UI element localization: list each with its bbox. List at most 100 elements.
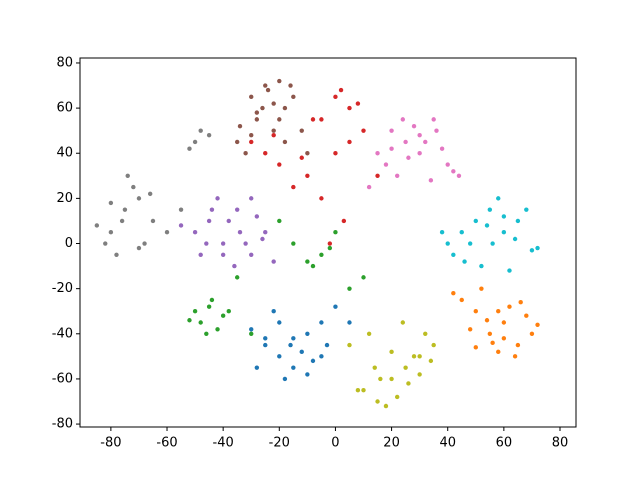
scatter-point <box>136 245 142 251</box>
scatter-point <box>119 218 125 224</box>
scatter-point <box>479 286 484 291</box>
scatter-point <box>305 259 310 264</box>
scatter-point <box>271 128 276 133</box>
scatter-point <box>103 241 108 246</box>
scatter-point <box>263 230 268 235</box>
scatter-point <box>277 162 282 167</box>
scatter-point <box>366 184 372 190</box>
scatter-point <box>271 132 276 138</box>
scatter-point <box>243 151 248 156</box>
scatter-point <box>319 354 324 359</box>
scatter-point <box>333 151 338 156</box>
x-tick-label: 0 <box>331 436 339 451</box>
x-tick-label: 20 <box>383 436 400 451</box>
scatter-point <box>305 372 310 377</box>
scatter-point <box>375 173 380 179</box>
scatter-point <box>234 275 240 280</box>
scatter-point <box>417 372 422 377</box>
scatter-point <box>198 320 203 325</box>
scatter-point <box>389 349 394 355</box>
scatter-point <box>417 354 422 359</box>
scatter-point <box>319 196 324 201</box>
scatter-point <box>347 139 352 145</box>
scatter-point <box>479 263 484 269</box>
scatter-point <box>150 218 156 224</box>
y-tick-label: 60 <box>56 101 73 116</box>
scatter-point <box>473 345 478 350</box>
scatter-point <box>417 132 422 138</box>
scatter-point <box>209 207 215 212</box>
scatter-point <box>459 297 464 303</box>
scatter-point <box>417 151 422 156</box>
scatter-point <box>490 340 495 346</box>
scatter-point <box>501 230 507 235</box>
scatter-point <box>220 252 226 257</box>
scatter-point <box>347 342 352 348</box>
scatter-point <box>254 214 260 219</box>
scatter-point <box>192 230 198 235</box>
scatter-point <box>220 313 226 318</box>
scatter-point <box>232 263 237 269</box>
scatter-point <box>108 230 114 235</box>
scatter-point <box>243 241 248 246</box>
scatter-point <box>142 241 147 246</box>
scatter-point <box>333 94 338 100</box>
scatter-point <box>226 309 231 314</box>
scatter-point <box>496 196 501 201</box>
scatter-point <box>299 128 304 133</box>
scatter-point <box>291 184 296 190</box>
scatter-point <box>249 196 254 201</box>
scatter-point <box>389 146 394 151</box>
scatter-point <box>341 218 347 224</box>
x-tick-label: -60 <box>156 436 177 451</box>
scatter-point <box>271 259 276 264</box>
scatter-point <box>226 218 231 224</box>
scatter-point <box>501 320 507 325</box>
scatter-point <box>192 309 198 314</box>
scatter-point <box>220 241 226 246</box>
scatter-point <box>265 87 271 93</box>
x-tick-label: 60 <box>496 436 513 451</box>
scatter-point <box>282 105 288 111</box>
scatter-point <box>383 162 389 167</box>
scatter-point <box>456 173 462 179</box>
scatter-point <box>406 155 411 160</box>
scatter-point <box>204 241 209 246</box>
scatter-point <box>361 128 366 133</box>
scatter-point <box>394 394 400 400</box>
x-tick-label: 80 <box>552 436 569 451</box>
scatter-point <box>288 342 293 348</box>
scatter-point <box>361 275 366 280</box>
scatter-point <box>375 399 380 404</box>
scatter-point <box>254 110 260 115</box>
scatter-point <box>487 207 493 212</box>
scatter-point <box>451 252 456 257</box>
scatter-point <box>310 117 316 122</box>
scatter-point <box>361 388 366 393</box>
scatter-point <box>249 331 254 336</box>
scatter-point <box>515 342 521 348</box>
scatter-point <box>277 354 282 359</box>
scatter-point <box>439 146 445 151</box>
scatter-point <box>254 117 260 122</box>
scatter-point <box>467 241 473 246</box>
scatter-point <box>324 342 330 348</box>
scatter-point <box>473 218 478 224</box>
scatter-point <box>108 200 114 206</box>
scatter-point <box>501 336 507 341</box>
scatter-point <box>125 173 130 179</box>
scatter-point <box>512 354 518 359</box>
scatter-point <box>310 358 316 364</box>
scatter-point <box>254 365 260 370</box>
scatter-point <box>400 320 406 325</box>
scatter-point <box>277 117 282 122</box>
scatter-point <box>535 322 540 327</box>
scatter-point <box>291 365 296 370</box>
y-tick-label: -40 <box>52 326 73 341</box>
y-tick-label: 80 <box>56 55 73 70</box>
scatter-point <box>535 245 540 251</box>
scatter-point <box>327 245 333 251</box>
scatter-point <box>215 196 220 201</box>
scatter-point <box>277 320 282 325</box>
